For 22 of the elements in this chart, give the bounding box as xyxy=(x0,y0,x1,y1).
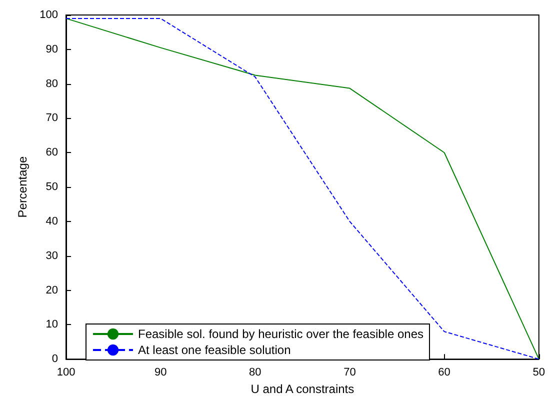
x-axis-title: U and A constraints xyxy=(250,382,354,396)
y-tick-label: 100 xyxy=(40,9,58,21)
legend-label: Feasible sol. found by heuristic over the feasible ones xyxy=(138,327,424,341)
x-tick-label: 70 xyxy=(344,366,356,379)
x-tick-label: 80 xyxy=(249,366,262,379)
line-series xyxy=(66,18,540,360)
y-axis-title: Percentage xyxy=(16,156,30,218)
x-tick-label: 50 xyxy=(532,366,546,379)
x-tick-label: 100 xyxy=(56,366,76,379)
y-tick-label: 90 xyxy=(46,43,58,56)
y-tick-label: 40 xyxy=(46,215,58,228)
y-tick-label: 30 xyxy=(46,250,58,262)
x-tick-label: 60 xyxy=(438,366,450,379)
legend-label: At least one feasible solution xyxy=(138,343,291,357)
y-tick-label: 20 xyxy=(46,284,58,296)
y-tick-label: 10 xyxy=(46,318,58,331)
x-tick-label: 90 xyxy=(154,366,167,379)
y-tick-label: 80 xyxy=(46,78,58,90)
y-tick-label: 60 xyxy=(46,146,58,159)
y-tick-label: 70 xyxy=(46,112,58,124)
y-tick-label: 50 xyxy=(46,181,58,194)
y-tick-label: 0 xyxy=(52,353,58,366)
